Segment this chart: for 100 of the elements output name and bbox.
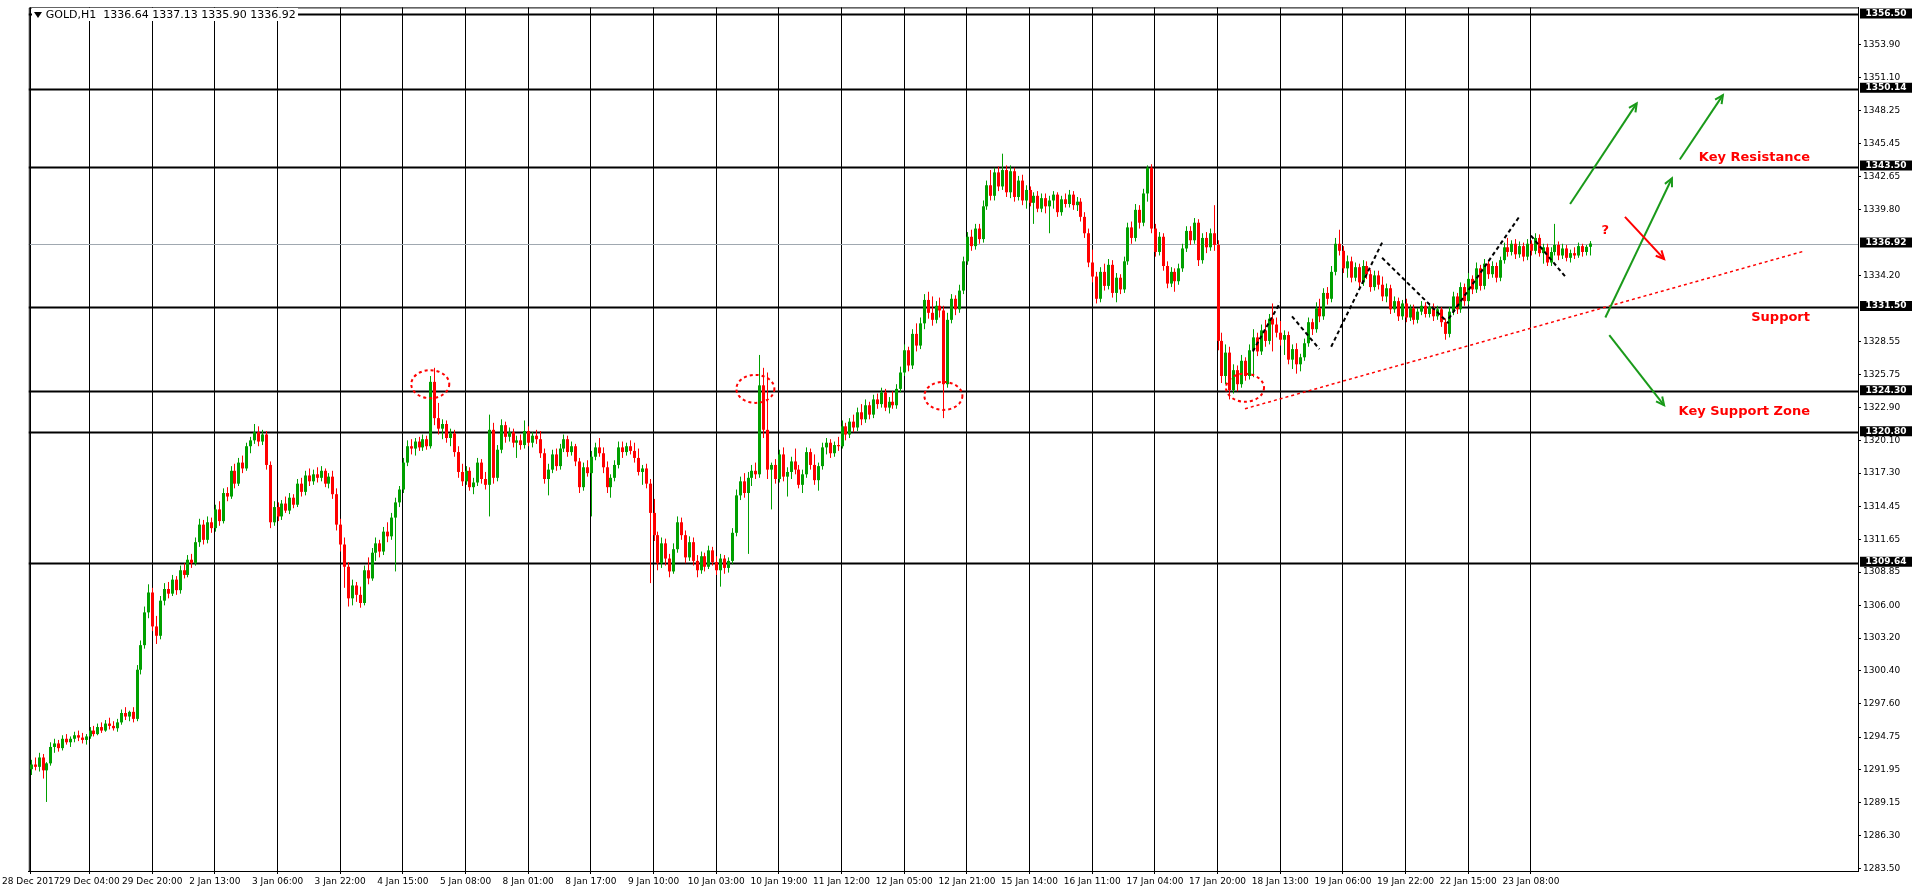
- candlestick: [958, 284, 961, 314]
- candlestick: [1205, 231, 1208, 254]
- candlestick: [1342, 245, 1345, 274]
- candlestick: [1444, 318, 1447, 341]
- candlestick: [1397, 297, 1400, 322]
- candlestick: [1322, 287, 1325, 321]
- candlestick: [1130, 221, 1133, 245]
- candlestick: [1279, 320, 1282, 347]
- candlestick: [743, 472, 746, 499]
- candlestick: [1405, 298, 1408, 323]
- x-tick-label: 11 Jan 12:00: [813, 875, 871, 886]
- candlestick: [606, 460, 609, 494]
- candlestick: [1040, 192, 1043, 213]
- candlestick: [1170, 266, 1173, 288]
- candlestick: [465, 465, 468, 486]
- candlestick: [950, 293, 953, 324]
- candlestick: [1503, 242, 1506, 265]
- candlestick: [1338, 229, 1341, 256]
- ref-line-label: 1350.14: [1865, 82, 1907, 93]
- y-tick-label: 1291.95: [1863, 764, 1901, 775]
- candlestick: [1350, 256, 1353, 283]
- y-tick-label: 1351.10: [1863, 71, 1901, 82]
- candlestick: [1389, 284, 1392, 315]
- candlestick: [1546, 243, 1549, 267]
- candlestick: [343, 537, 346, 589]
- candlestick: [1264, 319, 1267, 348]
- candlestick: [774, 458, 777, 485]
- candlestick: [703, 552, 706, 572]
- candlestick: [1138, 204, 1141, 230]
- candlestick: [813, 453, 816, 486]
- y-tick-label: 1353.90: [1863, 39, 1901, 50]
- x-tick-label: 5 Jan 08:00: [439, 875, 492, 886]
- candlestick: [339, 518, 342, 553]
- candlestick: [1318, 298, 1321, 323]
- candlestick: [884, 388, 887, 412]
- candlestick: [880, 387, 883, 409]
- y-tick-label: 1289.15: [1863, 796, 1901, 807]
- candlestick: [660, 537, 663, 569]
- candlestick: [461, 463, 464, 487]
- candlestick: [919, 317, 922, 350]
- y-tick-label: 1320.10: [1863, 434, 1901, 445]
- candlestick: [355, 581, 358, 603]
- candlestick: [805, 446, 808, 479]
- candlestick: [1557, 240, 1560, 261]
- y-tick-label: 1328.55: [1863, 335, 1901, 346]
- annotation: Support: [1751, 308, 1810, 324]
- candlestick: [406, 439, 409, 467]
- candlestick: [49, 741, 52, 767]
- x-tick-label: 10 Jan 19:00: [750, 875, 808, 886]
- candlestick: [551, 449, 554, 474]
- candlestick: [978, 223, 981, 245]
- candlestick: [1401, 299, 1404, 321]
- candlestick: [253, 423, 256, 445]
- x-tick-label: 8 Jan 01:00: [502, 875, 555, 886]
- candlestick: [1252, 328, 1255, 378]
- candlestick: [715, 555, 718, 576]
- candlestick: [457, 445, 460, 479]
- x-tick-label: 9 Jan 10:00: [627, 875, 680, 886]
- candlestick: [770, 462, 773, 510]
- y-tick-label: 1294.75: [1863, 731, 1901, 742]
- candlestick: [613, 459, 616, 482]
- x-tick-label: 17 Jan 20:00: [1189, 875, 1247, 886]
- candlestick: [970, 229, 973, 252]
- candlestick: [171, 574, 174, 597]
- ref-line-label: 1343.50: [1865, 159, 1907, 170]
- candlestick: [1346, 254, 1349, 279]
- candlestick: [801, 469, 804, 494]
- candlestick: [1095, 271, 1098, 304]
- candlestick: [1275, 317, 1278, 338]
- candlestick: [155, 615, 158, 645]
- candlestick: [1056, 191, 1059, 218]
- candlestick: [398, 485, 401, 508]
- x-tick-label: 12 Jan 05:00: [875, 875, 933, 886]
- candlestick: [1158, 231, 1161, 256]
- candlestick: [1307, 317, 1310, 348]
- x-tick-label: 16 Jan 11:00: [1063, 875, 1121, 886]
- candlestick: [468, 466, 471, 492]
- candlestick: [1036, 190, 1039, 213]
- candlestick: [1479, 264, 1482, 292]
- candlestick: [1224, 343, 1227, 385]
- x-tick-label: 23 Jan 08:00: [1502, 875, 1560, 886]
- candlestick: [633, 442, 636, 464]
- candlestick: [1236, 364, 1239, 392]
- candlestick: [590, 450, 593, 517]
- candlestick: [257, 425, 260, 447]
- candlestick: [1029, 185, 1032, 207]
- candlestick: [974, 223, 977, 251]
- y-tick-label: 1311.65: [1863, 533, 1901, 544]
- candlestick: [700, 551, 703, 575]
- candlestick: [997, 166, 1000, 192]
- candlestick: [1009, 164, 1012, 199]
- candlestick: [821, 442, 824, 471]
- candlestick: [993, 167, 996, 201]
- candlestick: [1232, 363, 1235, 395]
- candlestick: [711, 546, 714, 567]
- candlestick: [163, 582, 166, 606]
- candlestick: [1017, 175, 1020, 201]
- candlestick: [390, 512, 393, 541]
- candlestick: [437, 402, 440, 436]
- candlestick: [367, 556, 370, 585]
